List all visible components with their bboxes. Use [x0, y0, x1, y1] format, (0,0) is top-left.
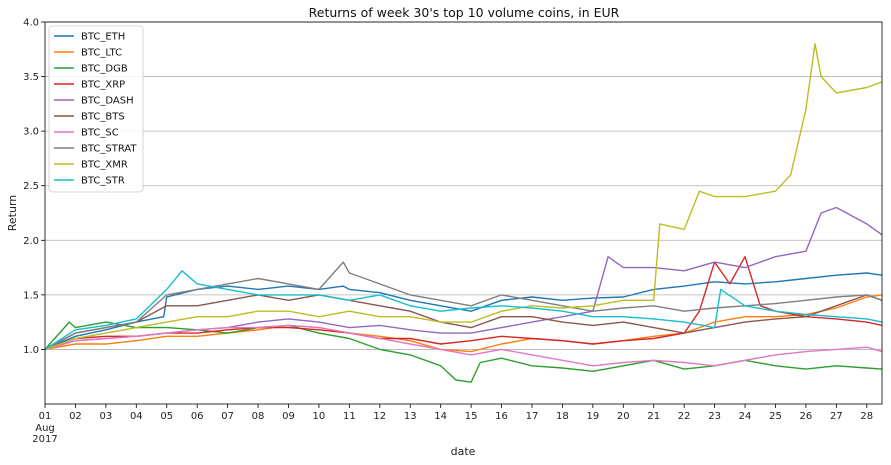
chart-title: Returns of week 30's top 10 volume coins…: [309, 5, 620, 20]
legend-label-btc-xrp: BTC_XRP: [81, 80, 125, 91]
x-tick-label-20: 21: [647, 411, 660, 422]
x-axis: 01 02 03 04 05 06 07 08 09 10 11 12 13 14 15 16 17 18 19 20…: [32, 404, 873, 445]
x-tick-label-25: 26: [800, 411, 813, 422]
x-axis-title: date: [451, 445, 476, 458]
x-tick-label-22: 23: [708, 411, 721, 422]
x-tick-label-14: 15: [465, 411, 478, 422]
y-tick-label-6: 4.0: [23, 18, 39, 29]
series-line-btc-eth: [44, 272, 883, 351]
legend-label-btc-sc: BTC_SC: [81, 128, 119, 139]
x-tick-label-1: 02: [69, 411, 82, 422]
legend-label-btc-bts: BTC_BTS: [81, 112, 125, 123]
x-tick-label-3: 04: [130, 411, 143, 422]
x-tick-label-11: 12: [373, 411, 386, 422]
series-line-btc-xmr: [44, 43, 883, 351]
legend-label-btc-ltc: BTC_LTC: [81, 48, 122, 59]
legend-label-btc-dgb: BTC_DGB: [81, 64, 128, 75]
legend-label-btc-xmr: BTC_XMR: [81, 160, 128, 171]
legend-label-btc-strat: BTC_STRAT: [81, 144, 137, 155]
y-axis: 1.0 1.5 2.0 2.5 3.0 3.5 4.0: [23, 18, 45, 356]
series-line-btc-str: [44, 270, 883, 350]
x-tick-sublabel-0: Aug: [35, 423, 55, 434]
x-tick-sublabel-1: 2017: [32, 434, 57, 445]
y-tick-label-4: 3.0: [23, 127, 39, 138]
series-line-btc-bts: [44, 294, 883, 351]
plot-frame: [44, 21, 883, 405]
x-tick-label-7: 08: [252, 411, 265, 422]
x-tick-label-5: 06: [191, 411, 204, 422]
gridlines: [45, 21, 882, 350]
x-tick-label-21: 22: [678, 411, 691, 422]
x-tick-label-26: 27: [830, 411, 843, 422]
x-tick-label-4: 05: [160, 411, 173, 422]
y-tick-label-0: 1.0: [23, 345, 39, 356]
y-axis-title: Return: [6, 195, 19, 232]
series-line-btc-ltc: [44, 294, 883, 353]
y-tick-label-2: 2.0: [23, 236, 39, 247]
x-tick-label-19: 20: [617, 411, 630, 422]
x-tick-label-23: 24: [739, 411, 752, 422]
x-tick-label-2: 03: [100, 411, 113, 422]
x-tick-label-9: 10: [313, 411, 326, 422]
x-tick-label-10: 11: [343, 411, 356, 422]
x-tick-label-12: 13: [404, 411, 417, 422]
y-tick-label-5: 3.5: [23, 72, 39, 83]
series-line-btc-xrp: [44, 256, 883, 351]
x-tick-label-17: 18: [556, 411, 569, 422]
x-tick-label-8: 09: [282, 411, 295, 422]
x-tick-label-15: 16: [495, 411, 508, 422]
series-line-btc-sc: [44, 324, 883, 367]
legend-label-btc-eth: BTC_ETH: [81, 32, 125, 43]
series-lines: [44, 43, 883, 383]
x-tick-label-18: 19: [586, 411, 599, 422]
legend: BTC_ETH BTC_LTC BTC_DGB BTC_XRP BTC_DASH BTC_…: [48, 25, 144, 193]
x-tick-label-16: 17: [526, 411, 539, 422]
y-tick-label-3: 2.5: [23, 181, 39, 192]
series-line-btc-strat: [44, 261, 883, 351]
series-line-btc-dgb: [44, 321, 883, 383]
legend-label-btc-dash: BTC_DASH: [81, 96, 134, 107]
x-tick-label-24: 25: [769, 411, 782, 422]
x-tick-label-13: 14: [434, 411, 447, 422]
x-tick-label-0: 01: [39, 411, 52, 422]
y-tick-label-1: 1.5: [23, 290, 39, 301]
legend-label-btc-str: BTC_STR: [81, 176, 125, 187]
x-tick-label-27: 28: [860, 411, 873, 422]
x-tick-label-6: 07: [221, 411, 234, 422]
